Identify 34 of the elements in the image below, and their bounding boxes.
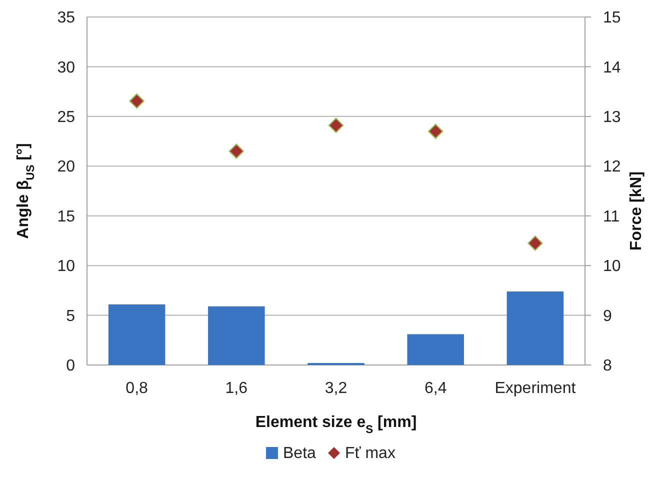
legend-label: Beta [283,445,316,462]
point [428,124,444,139]
y-tick-label: 5 [66,308,76,325]
y-tick-label: 0 [66,358,76,375]
x-tick-label: 3,2 [324,380,348,397]
x-tick-label: 6,4 [424,380,447,397]
y-tick-label: 35 [57,10,76,27]
point [129,93,144,109]
y2-tick-label: 8 [603,358,612,375]
y2-tick-label: 12 [603,158,621,176]
x-tick-label: 0,8 [126,380,148,397]
x-axis-title: Element size e$_{S}$ [mm] [255,414,417,436]
y-tick-label: 10 [57,258,76,276]
y2-tick-label: 9 [603,308,612,325]
bar [506,291,564,365]
y2-tick-label: 13 [603,109,621,126]
point [528,236,543,251]
y-tick-label: 20 [57,158,76,176]
bar [108,304,166,365]
legend-label: Fť max [345,445,396,462]
y2-tick-label: 14 [603,59,621,76]
bar [407,334,464,365]
y-tick-label: 25 [57,109,76,126]
y2-tick-label: 15 [603,10,621,27]
point [228,144,244,159]
y2-axis-title: Force [kN] [628,171,645,251]
x-tick-label: Experiment [494,380,576,397]
bar [208,306,265,365]
y-tick-label: 15 [57,208,76,226]
point [328,118,344,133]
x-tick-label: 1,6 [225,380,248,397]
y-tick-label: 30 [57,59,76,76]
y2-tick-label: 10 [603,258,621,276]
y2-tick-label: 11 [603,208,620,226]
